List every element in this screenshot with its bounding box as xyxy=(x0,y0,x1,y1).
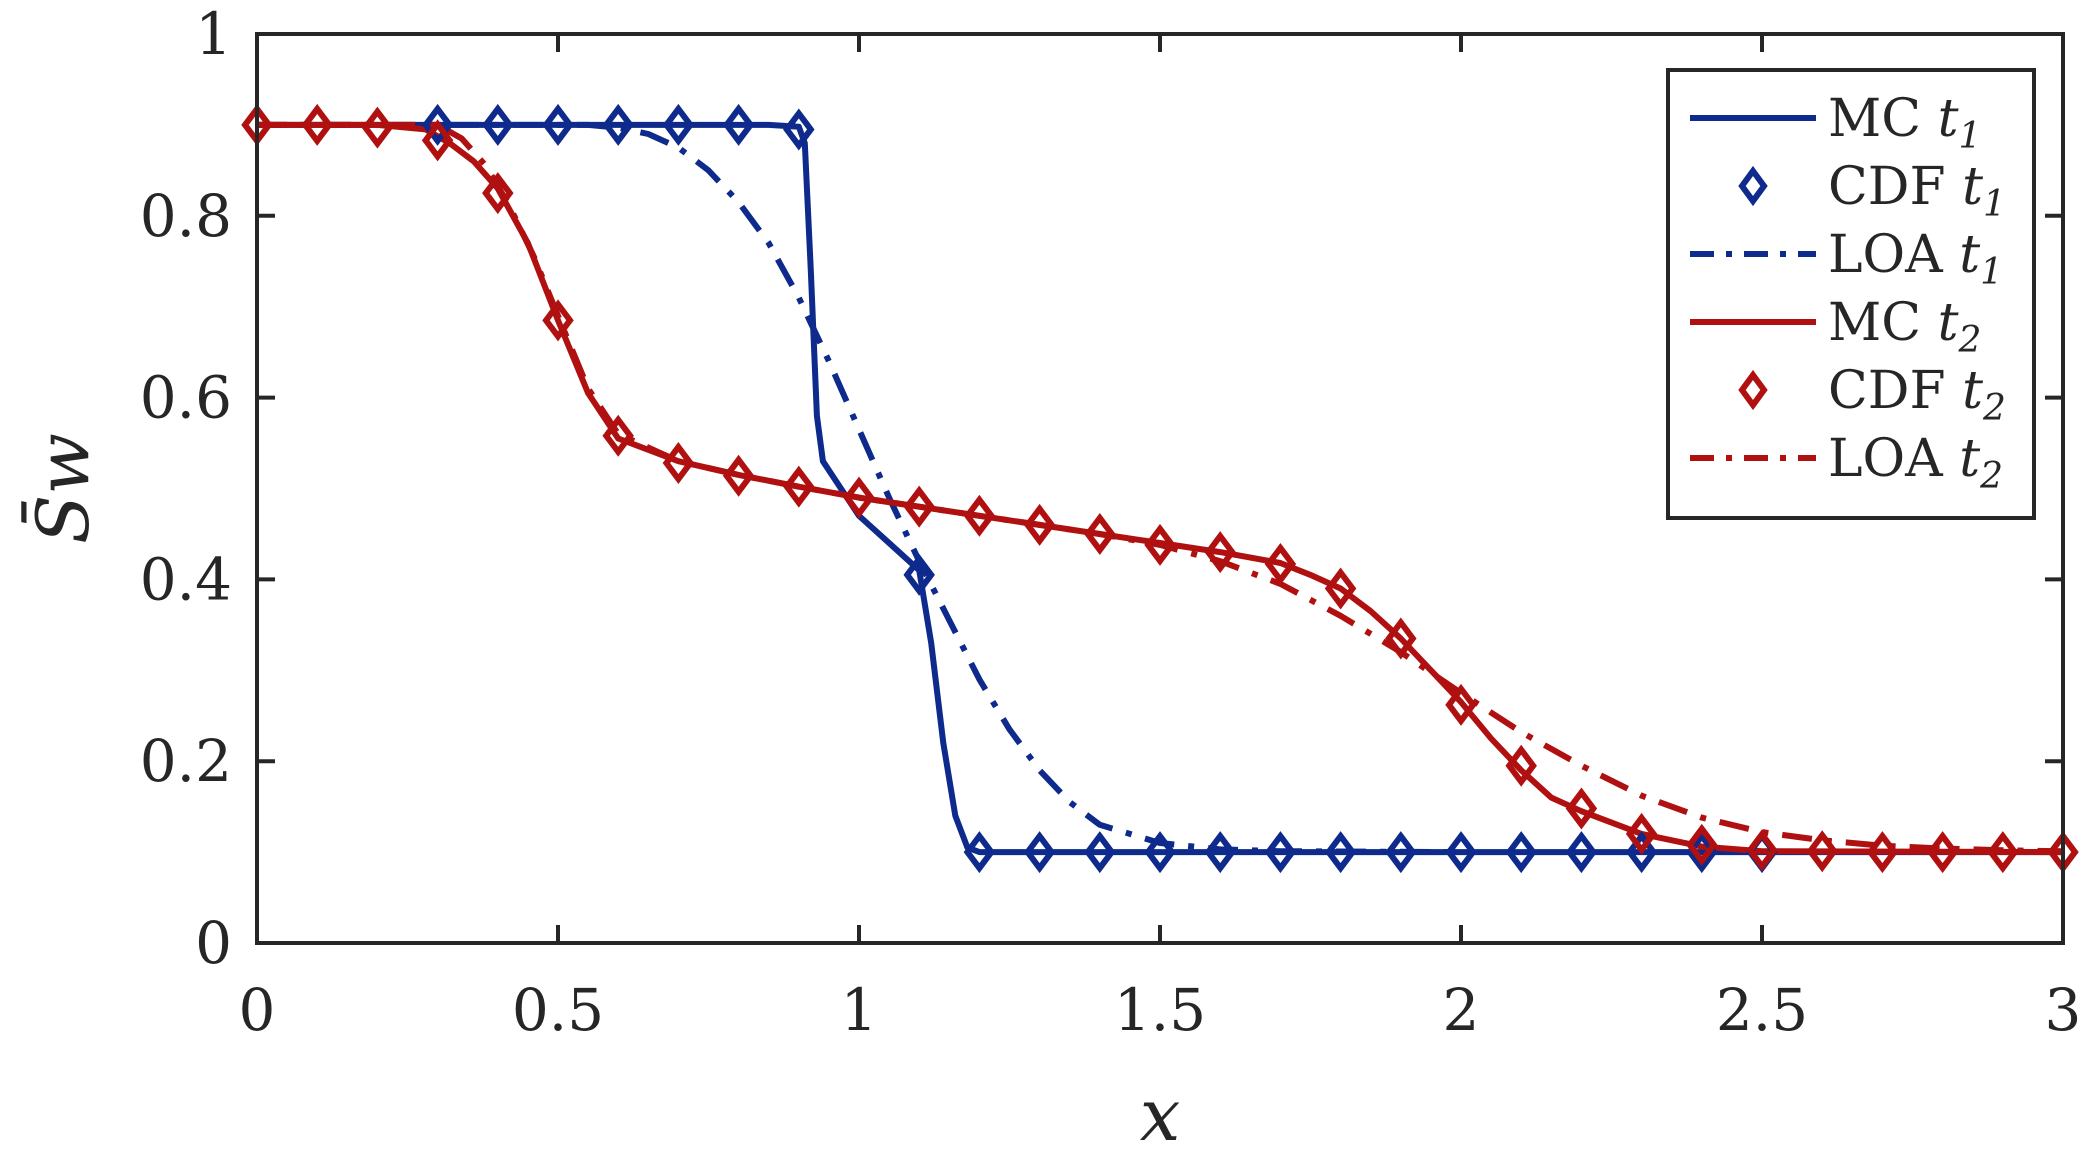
data-point-cdf-t1 xyxy=(482,103,514,146)
x-tick-label: 0.5 xyxy=(512,976,604,1044)
data-point-cdf-t1 xyxy=(1385,831,1417,874)
x-tick-label: 1.5 xyxy=(1114,976,1206,1044)
axes-layer: 0 0.5 1 1.5 2 2.5 3 0 0.2 0.4 0.6 0.8 1 x S̄w xyxy=(20,0,2082,1156)
data-point-cdf-t2 xyxy=(1926,831,1959,874)
data-point-cdf-t2 xyxy=(1625,812,1658,855)
data-point-cdf-t2 xyxy=(1204,531,1236,574)
data-point-cdf-t1 xyxy=(662,103,695,146)
legend-item-cdf-t1: CDF t1 xyxy=(1738,157,2006,225)
x-tick-label: 1 xyxy=(841,976,878,1044)
data-point-cdf-t2 xyxy=(1746,829,1778,872)
data-point-cdf-t1 xyxy=(963,831,996,874)
data-point-cdf-t2 xyxy=(963,494,996,537)
y-tick-label: 0.6 xyxy=(140,364,232,432)
data-point-cdf-t1 xyxy=(1324,831,1357,874)
x-axis-title: x xyxy=(1140,1073,1181,1151)
legend-label: MC t1 xyxy=(1828,89,1981,157)
y-axis-title: S̄w xyxy=(20,433,105,544)
data-point-cdf-t1 xyxy=(783,108,815,151)
legend-label: CDF t2 xyxy=(1828,361,2006,429)
y-tick-label: 0.4 xyxy=(140,545,232,613)
data-point-cdf-t2 xyxy=(602,414,634,457)
data-point-cdf-t2 xyxy=(1324,567,1357,610)
legend-box xyxy=(1666,68,2036,520)
legend-marker xyxy=(1738,165,1768,207)
data-point-cdf-t2 xyxy=(1565,787,1598,830)
data-point-cdf-t2 xyxy=(421,119,454,162)
data-point-cdf-t1 xyxy=(421,103,454,146)
legend-marker xyxy=(1738,369,1768,411)
x-tick-label: 0 xyxy=(239,976,276,1044)
data-point-cdf-t2 xyxy=(1806,830,1838,873)
legend-item-loa-t2: LOA t2 xyxy=(1690,429,2003,497)
series-line-loa-t1 xyxy=(257,121,1462,856)
data-point-cdf-t1 xyxy=(1505,831,1537,874)
data-point-cdf-t2 xyxy=(542,299,574,342)
data-point-cdf-t1 xyxy=(1625,831,1658,874)
data-point-cdf-t2 xyxy=(1505,744,1537,787)
y-tick-label: 1 xyxy=(195,0,232,68)
data-point-cdf-t2 xyxy=(1385,617,1417,660)
series-line-loa-t2 xyxy=(257,121,2064,855)
data-point-cdf-t2 xyxy=(783,465,815,508)
data-point-cdf-t1 xyxy=(542,103,574,146)
legend-item-cdf-t2: CDF t2 xyxy=(1738,361,2006,429)
series-loa-t1 xyxy=(257,121,1462,856)
data-point-cdf-t2 xyxy=(1987,831,2019,874)
data-point-cdf-t1 xyxy=(1445,831,1477,874)
data-point-cdf-t1 xyxy=(1084,831,1116,874)
y-tick-label: 0.8 xyxy=(140,182,232,250)
y-tick-label: 0.2 xyxy=(140,727,232,795)
data-point-cdf-t2 xyxy=(1686,823,1718,866)
data-point-cdf-t2 xyxy=(1084,512,1116,555)
legend-label: LOA t1 xyxy=(1828,225,2003,293)
data-point-cdf-t2 xyxy=(301,103,333,146)
data-point-cdf-t1 xyxy=(903,553,935,596)
data-point-cdf-t2 xyxy=(1023,503,1056,546)
legend-label: CDF t1 xyxy=(1828,157,2006,225)
data-point-cdf-t1 xyxy=(1204,831,1236,874)
data-point-cdf-t1 xyxy=(1144,831,1176,874)
series-layer xyxy=(241,103,2079,874)
legend-item-mc-t1: MC t1 xyxy=(1690,89,1981,157)
data-point-cdf-t1 xyxy=(1565,831,1598,874)
data-point-cdf-t2 xyxy=(482,172,514,215)
data-point-cdf-t2 xyxy=(843,476,875,519)
data-point-cdf-t2 xyxy=(1445,683,1477,726)
data-point-cdf-t2 xyxy=(722,454,755,497)
legend-item-mc-t2: MC t2 xyxy=(1690,293,1981,361)
data-point-cdf-t2 xyxy=(1144,523,1176,566)
series-cdf-t1 xyxy=(421,103,1778,874)
legend-label: MC t2 xyxy=(1828,293,1981,361)
x-tick-label: 3 xyxy=(2045,976,2082,1044)
data-point-cdf-t1 xyxy=(1023,831,1056,874)
data-point-cdf-t2 xyxy=(1866,831,1899,874)
series-loa-t2 xyxy=(257,121,2064,855)
x-tick-label: 2 xyxy=(1443,976,1480,1044)
data-point-cdf-t1 xyxy=(602,103,634,146)
legend-label: LOA t2 xyxy=(1828,429,2003,497)
y-tick-label: 0 xyxy=(195,909,232,977)
x-tick-label: 2.5 xyxy=(1716,976,1808,1044)
data-point-cdf-t2 xyxy=(361,106,394,149)
data-point-cdf-t1 xyxy=(722,103,755,146)
legend-item-loa-t1: LOA t1 xyxy=(1690,225,2003,293)
data-point-cdf-t2 xyxy=(903,485,935,528)
data-point-cdf-t2 xyxy=(662,442,695,485)
data-point-cdf-t2 xyxy=(1264,542,1297,585)
data-point-cdf-t1 xyxy=(1264,831,1297,874)
